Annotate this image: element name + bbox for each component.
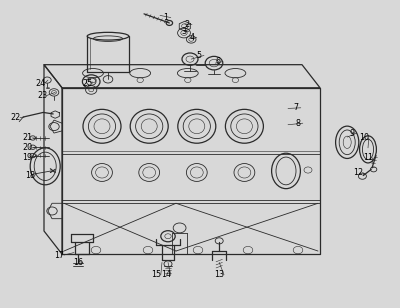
Text: 7: 7 [294, 103, 298, 112]
Text: 9: 9 [350, 128, 354, 138]
Text: 16: 16 [73, 258, 83, 267]
Text: 15: 15 [151, 270, 161, 279]
Text: 6: 6 [216, 57, 220, 66]
Text: 13: 13 [214, 270, 224, 279]
Text: 25: 25 [82, 79, 92, 88]
Text: 24: 24 [35, 79, 45, 88]
Text: 21: 21 [22, 133, 32, 143]
Text: 2: 2 [185, 20, 190, 29]
Text: 18: 18 [25, 171, 35, 180]
Text: 1: 1 [164, 13, 168, 22]
Text: 11: 11 [363, 153, 373, 162]
Text: 12: 12 [353, 168, 363, 177]
Text: 19: 19 [22, 153, 32, 162]
Text: 23: 23 [37, 91, 47, 100]
Text: 14: 14 [161, 270, 171, 279]
Text: 20: 20 [22, 143, 32, 152]
Text: 22: 22 [10, 113, 20, 122]
Text: 17: 17 [54, 250, 64, 260]
Text: 4: 4 [190, 33, 194, 42]
Text: 5: 5 [197, 51, 202, 60]
Text: 3: 3 [182, 27, 186, 36]
Text: 8: 8 [296, 119, 300, 128]
Text: 10: 10 [359, 133, 369, 143]
